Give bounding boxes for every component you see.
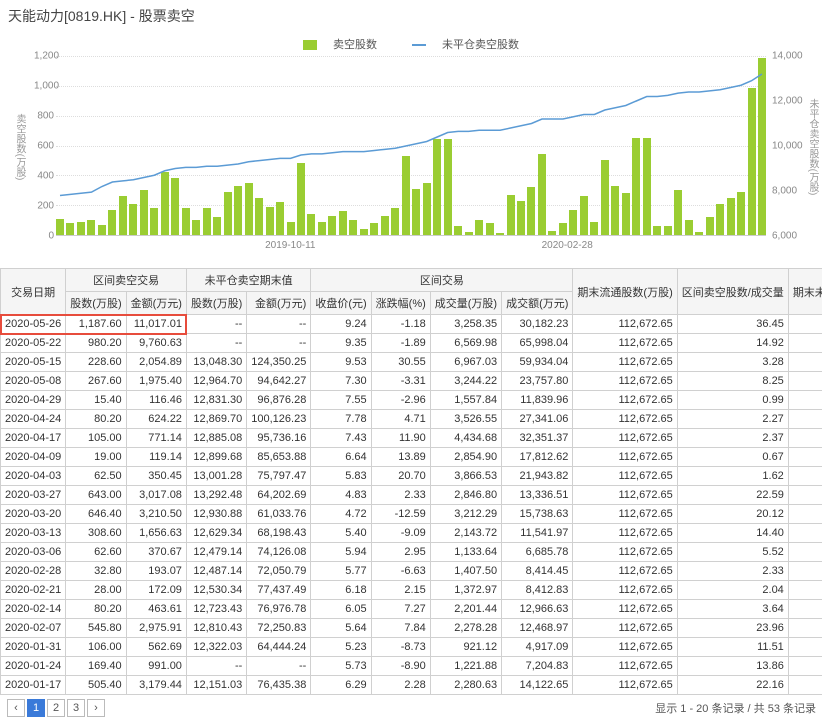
page-button[interactable]: 3 <box>67 699 85 717</box>
col-float[interactable]: 期末流通股数(万股) <box>573 269 677 315</box>
col-ratio2[interactable]: 期末未平仓卖空股数/流通股数 <box>788 269 822 315</box>
colgroup-short: 区间卖空交易 <box>66 269 187 292</box>
table-row[interactable]: 2020-05-08267.601,975.4012,964.7094,642.… <box>1 372 822 391</box>
table-row[interactable]: 2020-02-2128.00172.0912,530.3477,437.496… <box>1 581 822 600</box>
col-open-shares[interactable]: 股数(万股) <box>186 292 246 315</box>
page-title: 天能动力[0819.HK] - 股票卖空 <box>0 0 822 32</box>
chart: 卖空股数 未平仓卖空股数 卖空股数(万股) 未平仓卖空股数(万股) 2019-1… <box>6 32 816 262</box>
table-row[interactable]: 2020-04-17105.00771.1412,885.0895,736.16… <box>1 429 822 448</box>
y1-label: 卖空股数(万股) <box>12 114 27 181</box>
table-row[interactable]: 2020-04-0919.00119.1412,899.6885,653.886… <box>1 448 822 467</box>
table-row[interactable]: 2020-03-0662.60370.6712,479.1474,126.085… <box>1 543 822 562</box>
table-row[interactable]: 2020-03-13308.601,656.6312,629.3468,198.… <box>1 524 822 543</box>
table-row[interactable]: 2020-03-27643.003,017.0813,292.4864,202.… <box>1 486 822 505</box>
table-row[interactable]: 2020-05-15228.602,054.8913,048.30124,350… <box>1 353 822 372</box>
page-button[interactable]: ‹ <box>7 699 25 717</box>
pager: ‹123› 显示 1 - 20 条记录 / 共 53 条记录 <box>0 695 822 721</box>
table-row[interactable]: 2020-04-2480.20624.2212,869.70100,126.23… <box>1 410 822 429</box>
table-row[interactable]: 2020-01-31106.00562.6912,322.0364,444.24… <box>1 638 822 657</box>
table-row[interactable]: 2020-04-2915.40116.4612,831.3096,876.287… <box>1 391 822 410</box>
page-button[interactable]: › <box>87 699 105 717</box>
table-row[interactable]: 2020-02-07545.802,975.9112,810.4372,250.… <box>1 619 822 638</box>
col-open-amount[interactable]: 金额(万元) <box>247 292 311 315</box>
colgroup-open: 未平仓卖空期末值 <box>186 269 310 292</box>
table-row[interactable]: 2020-02-1480.20463.6112,723.4376,976.786… <box>1 600 822 619</box>
col-vol[interactable]: 成交量(万股) <box>430 292 501 315</box>
pager-info: 显示 1 - 20 条记录 / 共 53 条记录 <box>655 700 816 716</box>
table-row[interactable]: 2020-04-0362.50350.4513,001.2875,797.475… <box>1 467 822 486</box>
page-button[interactable]: 2 <box>47 699 65 717</box>
data-table: 交易日期 区间卖空交易 未平仓卖空期末值 区间交易 期末流通股数(万股) 区间卖… <box>0 268 822 695</box>
table-row[interactable]: 2020-02-2832.80193.0712,487.1472,050.795… <box>1 562 822 581</box>
table-row[interactable]: 2020-01-17505.403,179.4412,151.0376,435.… <box>1 676 822 695</box>
table-row[interactable]: 2020-05-22980.209,760.63----9.35-1.896,5… <box>1 334 822 353</box>
legend-line: 未平仓卖空股数 <box>442 39 519 51</box>
colgroup-trade: 区间交易 <box>311 269 573 292</box>
col-ratio1[interactable]: 区间卖空股数/成交量 <box>677 269 788 315</box>
col-shares[interactable]: 股数(万股) <box>66 292 126 315</box>
legend-bars: 卖空股数 <box>333 39 377 51</box>
col-amount[interactable]: 金额(万元) <box>126 292 186 315</box>
table-row[interactable]: 2020-05-261,187.6011,017.01----9.24-1.18… <box>1 315 822 334</box>
col-turnover[interactable]: 成交额(万元) <box>502 292 573 315</box>
col-close[interactable]: 收盘价(元) <box>311 292 371 315</box>
col-date[interactable]: 交易日期 <box>1 269 66 315</box>
page-button[interactable]: 1 <box>27 699 45 717</box>
legend: 卖空股数 未平仓卖空股数 <box>6 32 816 52</box>
table-row[interactable]: 2020-01-24169.40991.00----5.73-8.901,221… <box>1 657 822 676</box>
table-row[interactable]: 2020-03-20646.403,210.5012,930.8861,033.… <box>1 505 822 524</box>
col-chg[interactable]: 涨跌幅(%) <box>371 292 430 315</box>
